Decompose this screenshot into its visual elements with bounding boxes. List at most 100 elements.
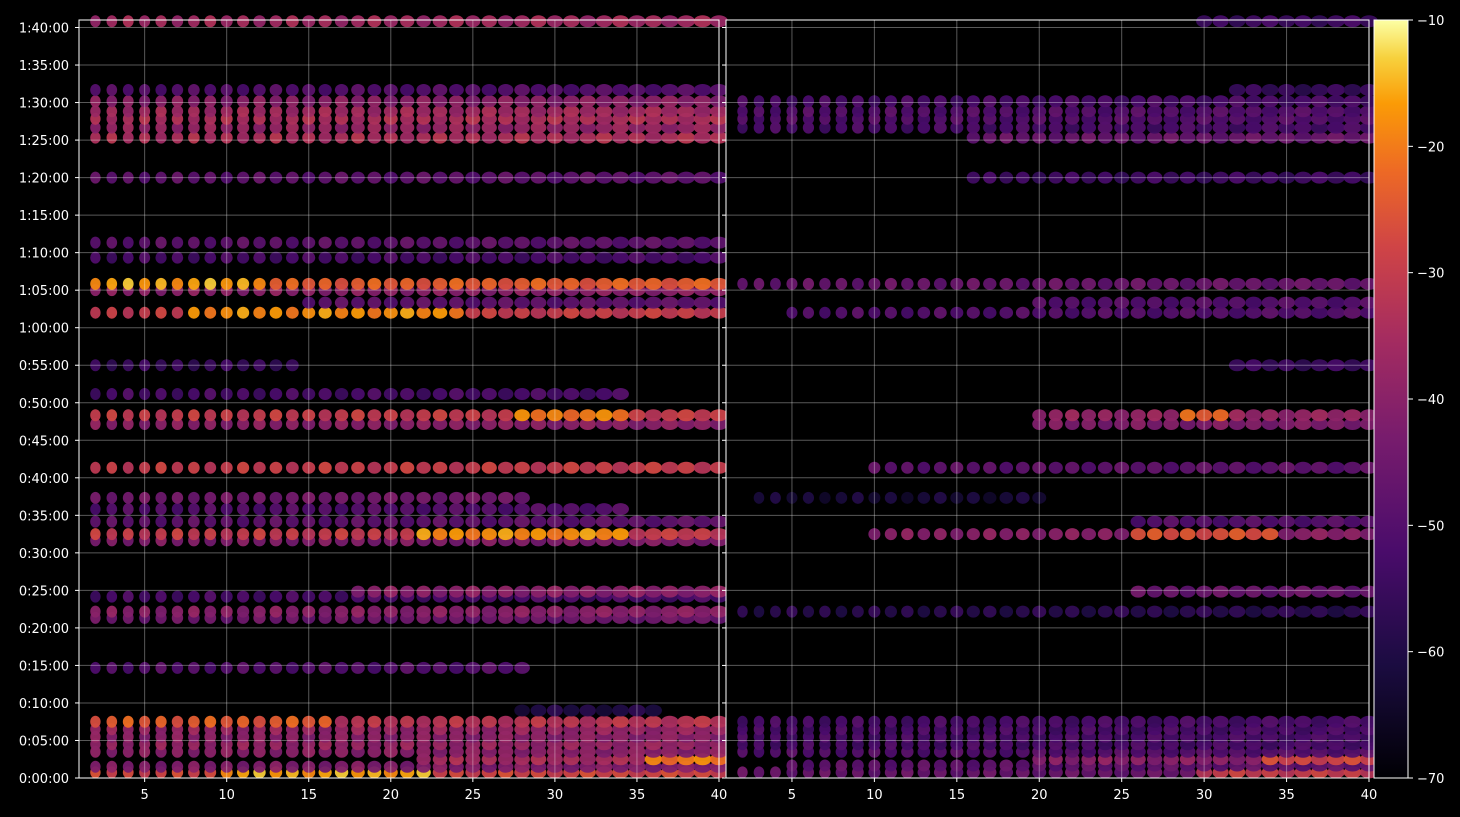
heatmap-cell xyxy=(1228,515,1246,528)
heatmap-cell xyxy=(432,605,448,618)
heatmap-cell xyxy=(139,515,151,528)
heatmap-cell xyxy=(171,590,184,603)
heatmap-cell xyxy=(318,277,332,290)
heatmap-cell xyxy=(917,491,931,504)
x-tick-label: 5 xyxy=(141,788,149,803)
heatmap-cell xyxy=(497,605,514,618)
heatmap-cell xyxy=(432,306,448,319)
heatmap-cell xyxy=(188,461,200,474)
heatmap-cell xyxy=(1179,461,1196,474)
heatmap-cell xyxy=(237,715,250,728)
heatmap-cell xyxy=(563,503,580,516)
heatmap-cell xyxy=(530,277,547,290)
heatmap-cell xyxy=(139,306,151,319)
heatmap-cell xyxy=(318,236,332,249)
heatmap-cell xyxy=(449,251,464,264)
heatmap-cell xyxy=(1212,409,1229,422)
heatmap-cell xyxy=(449,503,464,516)
heatmap-cell xyxy=(139,418,151,431)
heatmap-cell xyxy=(1130,121,1146,134)
heatmap-cell xyxy=(1310,715,1329,728)
heatmap-cell xyxy=(628,461,646,474)
heatmap-cell xyxy=(1196,461,1213,474)
heatmap-cell xyxy=(1196,171,1213,184)
heatmap-cell xyxy=(204,409,217,422)
heatmap-cell xyxy=(950,277,964,290)
heatmap-cell xyxy=(383,131,398,144)
heatmap-cell xyxy=(302,251,316,264)
heatmap-cell xyxy=(546,704,563,717)
heatmap-cell xyxy=(1097,605,1113,618)
heatmap-cell xyxy=(933,605,947,618)
heatmap-cell xyxy=(155,387,167,400)
heatmap-cell xyxy=(465,528,481,541)
heatmap-cell xyxy=(579,605,596,618)
heatmap-cell xyxy=(367,121,382,134)
heatmap-cell xyxy=(1163,585,1179,598)
heatmap-cell xyxy=(677,277,695,290)
heatmap-cell xyxy=(563,715,580,728)
heatmap-cell xyxy=(106,251,118,264)
y-tick-label: 1:20:00 xyxy=(19,172,69,187)
heatmap-cell xyxy=(753,715,765,728)
heatmap-cell xyxy=(514,585,530,598)
heatmap-cell xyxy=(1196,515,1213,528)
heatmap-cell xyxy=(1310,131,1329,144)
heatmap-cell xyxy=(1048,105,1063,118)
heatmap-cell xyxy=(253,590,266,603)
heatmap-cell xyxy=(269,236,283,249)
heatmap-cell xyxy=(188,661,200,674)
heatmap-cell xyxy=(465,409,481,422)
heatmap-cell xyxy=(171,461,184,474)
heatmap-cell xyxy=(1163,121,1179,134)
heatmap-cell xyxy=(677,105,695,118)
heatmap-cell xyxy=(1245,359,1262,372)
heatmap-cell xyxy=(786,121,798,134)
heatmap-cell xyxy=(950,491,964,504)
heatmap-cell xyxy=(139,387,151,400)
heatmap-cell xyxy=(1228,84,1246,97)
heatmap-cell xyxy=(497,131,514,144)
heatmap-cell xyxy=(367,251,382,264)
heatmap-cell xyxy=(1081,418,1097,431)
heatmap-cell xyxy=(901,715,914,728)
heatmap-cell xyxy=(416,585,431,598)
heatmap-cell xyxy=(933,491,947,504)
heatmap-cell xyxy=(1343,515,1362,528)
heatmap-cell xyxy=(661,15,679,28)
heatmap-cell xyxy=(334,760,349,773)
heatmap-cell xyxy=(1228,461,1246,474)
heatmap-cell xyxy=(1065,418,1080,431)
heatmap-cell xyxy=(334,418,349,431)
heatmap-cell xyxy=(1278,715,1296,728)
heatmap-cell xyxy=(1081,95,1097,108)
heatmap-cell xyxy=(318,760,332,773)
heatmap-cell xyxy=(1327,121,1345,134)
heatmap-cell xyxy=(1015,131,1030,144)
heatmap-cell xyxy=(269,121,283,134)
heatmap-cell xyxy=(1081,121,1097,134)
heatmap-cell xyxy=(122,418,134,431)
heatmap-cell xyxy=(334,84,349,97)
heatmap-cell xyxy=(155,590,167,603)
heatmap-cell xyxy=(481,461,497,474)
heatmap-cell xyxy=(416,418,431,431)
heatmap-cell xyxy=(318,95,332,108)
heatmap-cell xyxy=(139,503,151,516)
heatmap-cell xyxy=(1163,418,1179,431)
heatmap-cell xyxy=(983,491,997,504)
heatmap-cell xyxy=(1032,105,1047,118)
heatmap-cell xyxy=(416,661,431,674)
heatmap-cell xyxy=(432,387,448,400)
heatmap-cell xyxy=(383,95,398,108)
heatmap-cell xyxy=(1310,461,1329,474)
heatmap-cell xyxy=(269,528,283,541)
heatmap-cell xyxy=(983,171,997,184)
heatmap-cell xyxy=(122,277,134,290)
heatmap-cell xyxy=(868,759,881,772)
heatmap-cell xyxy=(1097,306,1113,319)
heatmap-cell xyxy=(1196,409,1213,422)
heatmap-cell xyxy=(1015,759,1030,772)
heatmap-cell xyxy=(595,306,613,319)
